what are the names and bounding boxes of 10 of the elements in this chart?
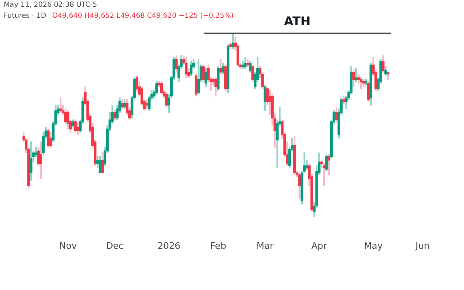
- x-tick-label: 2026: [158, 242, 181, 252]
- x-tick-label: Jun: [414, 242, 430, 252]
- x-tick-label: Apr: [312, 242, 328, 252]
- x-tick-label: Mar: [256, 242, 274, 252]
- x-tick-label: Feb: [210, 242, 227, 252]
- x-tick-label: May: [364, 242, 384, 252]
- x-tick-label: Dec: [106, 242, 124, 252]
- ref-line-label: ATH: [284, 14, 311, 29]
- candlestick: [146, 100, 148, 110]
- x-tick-label: Nov: [59, 242, 78, 252]
